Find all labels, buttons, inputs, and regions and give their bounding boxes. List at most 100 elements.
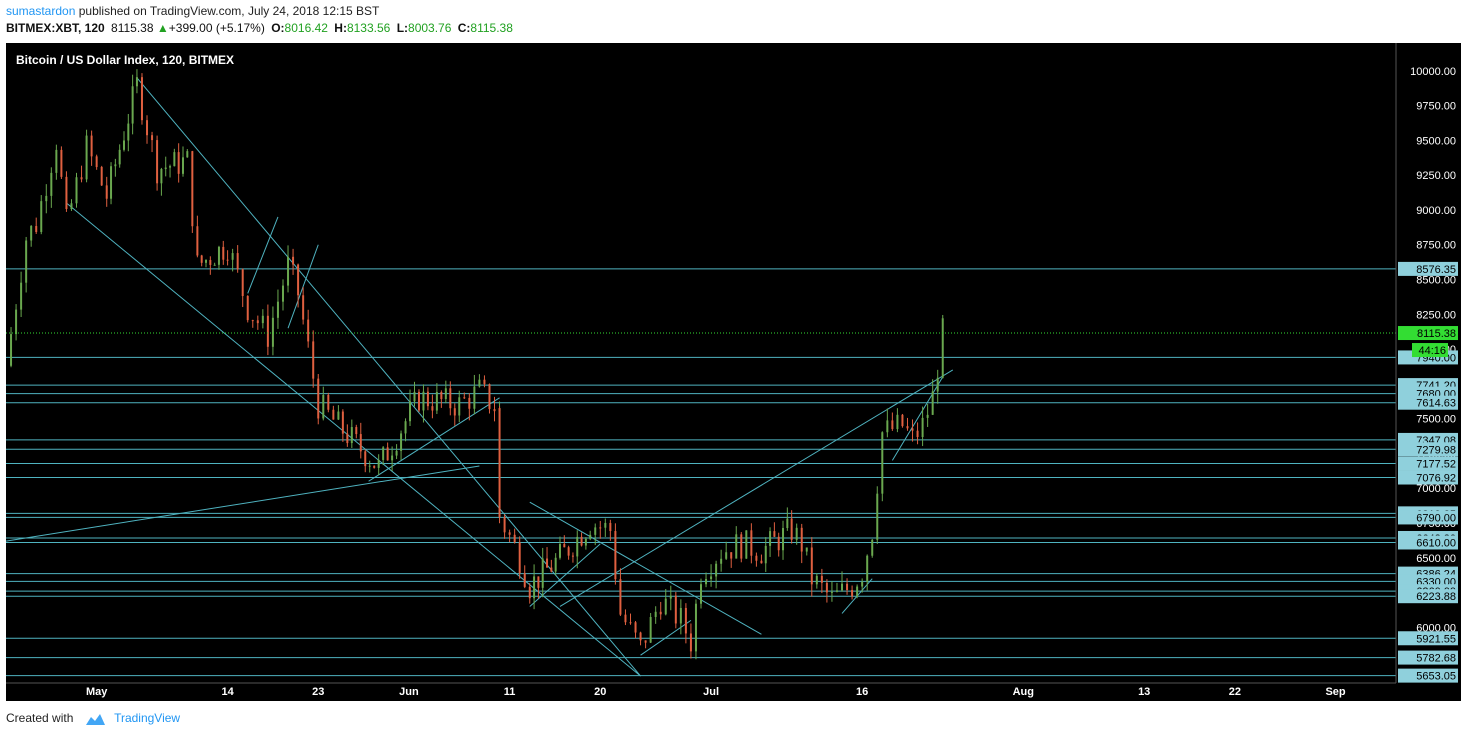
- candle-body: [609, 522, 612, 532]
- candle-body: [846, 583, 849, 591]
- level-price-label: 7279.98: [1416, 444, 1456, 456]
- candle-body: [160, 169, 163, 184]
- candle-body: [332, 409, 335, 420]
- candle-body: [15, 309, 18, 335]
- candle-body: [373, 465, 376, 468]
- tradingview-link[interactable]: TradingView: [114, 711, 181, 725]
- last-price-text: 8115.38: [111, 21, 154, 35]
- candle-body: [35, 226, 38, 232]
- candle-body: [417, 391, 420, 411]
- candle-body: [251, 320, 254, 322]
- time-tick-label: 16: [856, 686, 868, 698]
- candle-body: [478, 379, 481, 387]
- candle-body: [679, 607, 682, 624]
- candle-body: [926, 414, 929, 418]
- candle-body: [614, 531, 617, 580]
- candle-body: [222, 246, 225, 260]
- candle-body: [760, 560, 763, 564]
- candle-body: [513, 534, 516, 543]
- candle-body: [777, 536, 780, 551]
- time-tick-label: Aug: [1013, 686, 1034, 698]
- price-tick-label: 10000.00: [1410, 66, 1456, 78]
- candle-body: [537, 576, 540, 588]
- candle-body: [449, 388, 452, 409]
- candle-body: [604, 522, 607, 528]
- candle-body: [322, 394, 325, 419]
- candle-body: [281, 285, 284, 302]
- time-tick-label: Jun: [399, 686, 419, 698]
- author-link[interactable]: sumastardon: [6, 4, 76, 18]
- candle-body: [312, 341, 315, 379]
- candle-body: [151, 135, 154, 141]
- candle-body: [554, 557, 557, 572]
- candle-body: [705, 579, 708, 585]
- candle-body: [715, 563, 718, 577]
- price-tick-label: 9500.00: [1416, 135, 1456, 147]
- trend-line: [6, 465, 480, 542]
- price-axis[interactable]: 6000.006250.006500.006750.007000.007250.…: [1398, 66, 1458, 683]
- footer: Created with TradingView: [6, 711, 180, 726]
- candle-body: [196, 226, 199, 256]
- time-tick-label: Jul: [703, 686, 719, 698]
- level-price-tag: [1398, 442, 1458, 457]
- candle-body: [140, 77, 143, 121]
- level-price-tag: [1398, 650, 1458, 665]
- candle-body: [186, 151, 189, 158]
- high-label: H:: [334, 21, 347, 35]
- candle-body: [409, 401, 412, 422]
- candle-body: [80, 177, 83, 180]
- level-price-tag: [1398, 668, 1458, 683]
- candle-body: [694, 603, 697, 652]
- change-text: +399.00 (+5.17%): [168, 21, 265, 35]
- candle-body: [896, 414, 899, 430]
- candle-body: [307, 319, 310, 342]
- candle-body: [644, 640, 647, 643]
- candle-body: [710, 576, 713, 580]
- candle-body: [346, 433, 349, 444]
- candle-body: [571, 555, 574, 557]
- candle-body: [463, 397, 466, 399]
- time-axis[interactable]: May 14 23 Jun 11 20 Jul 16 Aug 13 22 Sep: [86, 686, 1346, 698]
- candle-body: [669, 595, 672, 599]
- candle-body: [503, 517, 506, 533]
- price-tick-label: 9250.00: [1416, 170, 1456, 182]
- candle-body: [105, 185, 108, 199]
- candle-body: [674, 595, 677, 624]
- candle-body: [355, 427, 358, 435]
- candle-body: [10, 334, 13, 366]
- candle-body: [866, 555, 869, 582]
- candle-body: [256, 320, 259, 324]
- candle-body: [271, 317, 274, 347]
- level-price-label: 6223.88: [1416, 591, 1456, 603]
- candle-body: [488, 384, 491, 410]
- candle-body: [231, 253, 234, 260]
- level-price-label: 5921.55: [1416, 633, 1456, 645]
- candle-body: [65, 176, 68, 210]
- candle-body: [815, 575, 818, 585]
- price-tick-label: 6500.00: [1416, 553, 1456, 565]
- tradingview-cloud-icon: [85, 713, 105, 725]
- candle-body: [764, 545, 767, 564]
- candle-body: [386, 447, 389, 461]
- candle-body: [85, 135, 88, 180]
- candle-body: [684, 607, 687, 634]
- time-tick-label: 22: [1229, 686, 1241, 698]
- chart-background: [6, 43, 1461, 701]
- candle-body: [649, 616, 652, 643]
- price-tick-label: 8250.00: [1416, 309, 1456, 321]
- close-label: C:: [457, 21, 471, 35]
- candle-body: [941, 318, 944, 378]
- candle-body: [114, 164, 117, 167]
- candle-body: [483, 379, 486, 385]
- triangle-up-icon: ▲: [156, 21, 169, 35]
- candle-body: [528, 586, 531, 599]
- candle-body: [820, 575, 823, 583]
- candle-body: [169, 166, 172, 168]
- candle-body: [518, 542, 521, 574]
- level-price-tag: [1398, 589, 1458, 604]
- trend-line: [891, 376, 944, 461]
- candle-body: [60, 149, 63, 177]
- candle-body: [886, 420, 889, 433]
- price-chart[interactable]: Bitcoin / US Dollar Index, 120, BITMEX 6…: [6, 43, 1461, 701]
- candle-body: [861, 581, 864, 587]
